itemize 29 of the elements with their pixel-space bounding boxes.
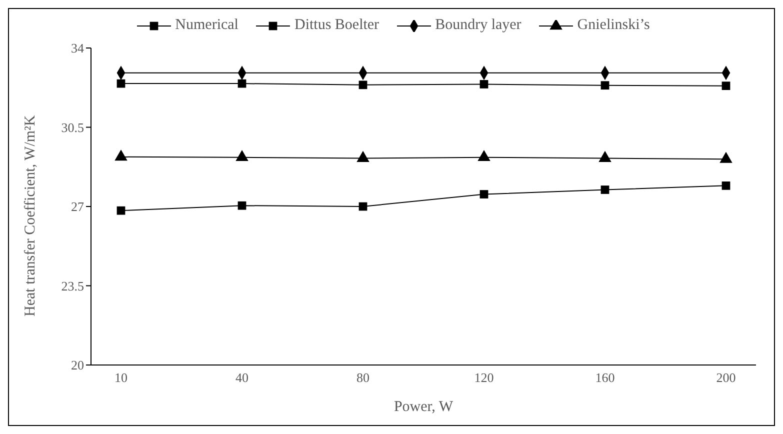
point bbox=[358, 80, 368, 90]
y-tick-label: 20 bbox=[71, 358, 84, 373]
legend-label: Boundry layer bbox=[434, 17, 522, 34]
x-axis-title: Power, W bbox=[394, 399, 454, 415]
y-axis-title: Heat transfer Coefficient, W/m²K bbox=[22, 114, 38, 316]
point bbox=[116, 79, 126, 88]
x-tick-label: 80 bbox=[356, 370, 370, 386]
point bbox=[600, 186, 610, 194]
legend-label: Numerical bbox=[174, 17, 238, 34]
y-tick-label: 30.5 bbox=[61, 120, 84, 135]
point bbox=[238, 79, 246, 88]
point bbox=[600, 81, 610, 90]
point bbox=[358, 202, 368, 211]
legend-label: Gnielinski’s bbox=[576, 17, 650, 34]
y-tick-label: 27 bbox=[71, 199, 84, 214]
point bbox=[722, 181, 730, 190]
x-tick-label: 120 bbox=[474, 370, 494, 386]
y-tick-label: 23.5 bbox=[61, 278, 84, 294]
point bbox=[238, 201, 246, 210]
x-tick-label: 160 bbox=[595, 370, 615, 386]
point bbox=[480, 190, 488, 198]
point bbox=[480, 80, 488, 88]
x-tick-label: 40 bbox=[236, 370, 248, 386]
point bbox=[116, 206, 126, 215]
y-tick-label: 34 bbox=[71, 40, 84, 56]
legend-label: Dittus Boelter bbox=[293, 17, 380, 34]
x-tick-label: 200 bbox=[716, 370, 736, 386]
point bbox=[722, 82, 730, 90]
x-tick-label: 10 bbox=[114, 370, 128, 386]
